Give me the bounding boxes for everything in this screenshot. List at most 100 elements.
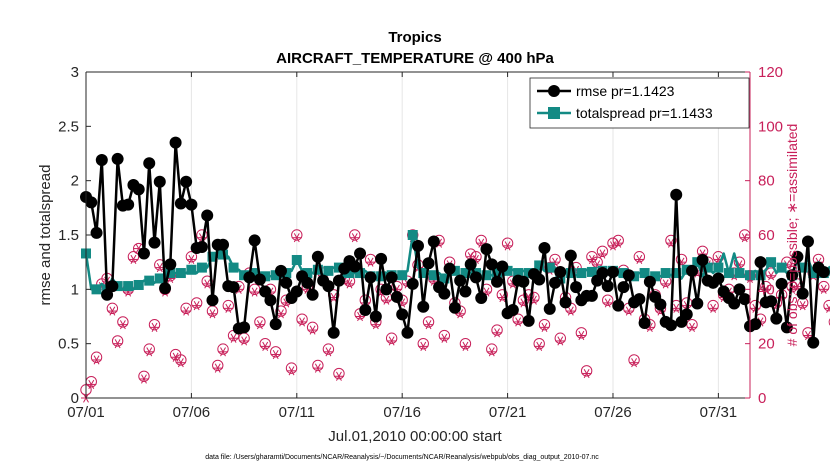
obs-possible-marker: [818, 280, 830, 293]
obs-assimilated-marker: [581, 368, 592, 379]
totalspread-marker: [776, 262, 787, 273]
obs-assimilated-marker: [323, 347, 334, 357]
rmse-marker: [148, 236, 161, 249]
obs-assimilated-marker: [270, 349, 281, 360]
rmse-marker: [712, 272, 725, 285]
rmse-marker: [601, 280, 614, 293]
rmse-marker: [791, 250, 804, 263]
rmse-marker: [227, 281, 240, 294]
rmse-marker: [322, 280, 335, 293]
obs-assimilated-marker: [555, 336, 566, 346]
rmse-marker: [749, 318, 762, 331]
x-tick-label: 07/21: [489, 404, 527, 421]
rmse-marker: [475, 292, 488, 305]
y-left-tick-label: 3: [71, 64, 79, 81]
rmse-marker: [765, 295, 778, 308]
obs-possible-marker: [180, 302, 192, 315]
obs-assimilated-marker: [175, 358, 186, 368]
y-left-tick-label: 1: [71, 281, 79, 298]
rmse-marker: [85, 196, 98, 209]
rmse-marker: [485, 258, 498, 271]
legend-totalspread-marker: [548, 107, 560, 119]
rmse-marker: [728, 297, 741, 310]
obs-assimilated-marker: [766, 271, 777, 281]
rmse-marker: [643, 275, 656, 288]
obs-assimilated-marker: [186, 254, 197, 265]
obs-possible-marker: [459, 337, 472, 350]
rmse-marker: [538, 242, 551, 255]
obs-assimilated-marker: [144, 347, 155, 357]
rmse-marker: [612, 299, 625, 312]
obs-possible-marker: [475, 234, 487, 247]
rmse-marker: [390, 290, 403, 303]
legend-rmse-marker: [548, 85, 560, 97]
line-series: [80, 136, 830, 349]
obs-assimilated-marker: [149, 322, 160, 332]
x-tick-label: 07/01: [67, 404, 105, 421]
totalspread-marker: [639, 268, 650, 279]
y-axis-left-label: rmse and totalspread: [37, 165, 54, 306]
obs-assimilated-marker: [117, 320, 128, 330]
rmse-marker: [375, 252, 388, 265]
obs-assimilated-marker: [492, 328, 503, 338]
totalspread-marker: [660, 268, 671, 279]
rmse-marker: [738, 293, 751, 306]
rmse-marker: [480, 243, 493, 256]
rmse-marker: [559, 296, 572, 309]
totalspread-marker: [207, 251, 218, 262]
totalspread-marker: [565, 268, 576, 279]
obs-assimilated-marker: [629, 358, 640, 368]
totalspread-marker: [91, 284, 102, 295]
obs-possible-marker: [117, 316, 129, 328]
obs-assimilated-marker: [534, 341, 545, 351]
rmse-marker: [401, 326, 414, 339]
rmse-marker: [807, 336, 820, 349]
totalspread-marker: [534, 260, 545, 271]
obs-assimilated-marker: [191, 301, 202, 311]
obs-assimilated-marker: [239, 336, 250, 346]
obs-possible-marker: [143, 343, 155, 355]
obs-possible-marker: [781, 256, 793, 268]
obs-possible-marker: [106, 302, 119, 315]
obs-assimilated-marker: [128, 254, 139, 265]
totalspread-marker: [797, 262, 808, 273]
rmse-marker: [159, 282, 172, 295]
rmse-marker: [796, 287, 809, 300]
obs-assimilated-marker: [586, 254, 597, 265]
totalspread-marker: [481, 270, 492, 281]
obs-assimilated-marker: [565, 306, 576, 316]
totalspread-marker: [344, 268, 355, 279]
rmse-marker: [201, 209, 214, 222]
rmse-marker: [174, 197, 187, 210]
rmse-marker: [696, 253, 709, 266]
y-right-tick-label: 0: [758, 390, 766, 407]
totalspread-marker: [302, 268, 313, 279]
rmse-marker: [253, 273, 266, 286]
totalspread-marker: [713, 262, 724, 273]
obs-possible-marker: [306, 321, 319, 334]
rmse-marker: [801, 235, 814, 248]
totalspread-marker: [376, 271, 387, 282]
rmse-marker: [491, 275, 504, 288]
y-right-tick-label: 120: [758, 64, 783, 81]
rmse-marker: [332, 274, 345, 287]
obs-assimilated-marker: [687, 322, 698, 332]
obs-assimilated-marker: [660, 279, 671, 289]
rmse-marker: [396, 308, 409, 321]
rmse-marker: [464, 258, 477, 271]
totalspread-marker: [702, 262, 713, 273]
obs-assimilated-marker: [613, 238, 624, 248]
totalspread-marker: [428, 270, 439, 281]
totalspread-marker: [228, 262, 239, 273]
x-tick-label: 07/31: [700, 404, 738, 421]
obs-assimilated-marker: [365, 257, 376, 267]
rmse-marker: [754, 256, 767, 269]
obs-assimilated-marker: [333, 371, 344, 381]
obs-assimilated-marker: [307, 325, 318, 335]
totalspread-marker: [576, 268, 587, 279]
obs-assimilated-marker: [170, 352, 181, 362]
y-right-tick-label: 40: [758, 281, 775, 298]
rmse-marker: [90, 226, 103, 239]
obs-assimilated-marker: [91, 355, 102, 365]
